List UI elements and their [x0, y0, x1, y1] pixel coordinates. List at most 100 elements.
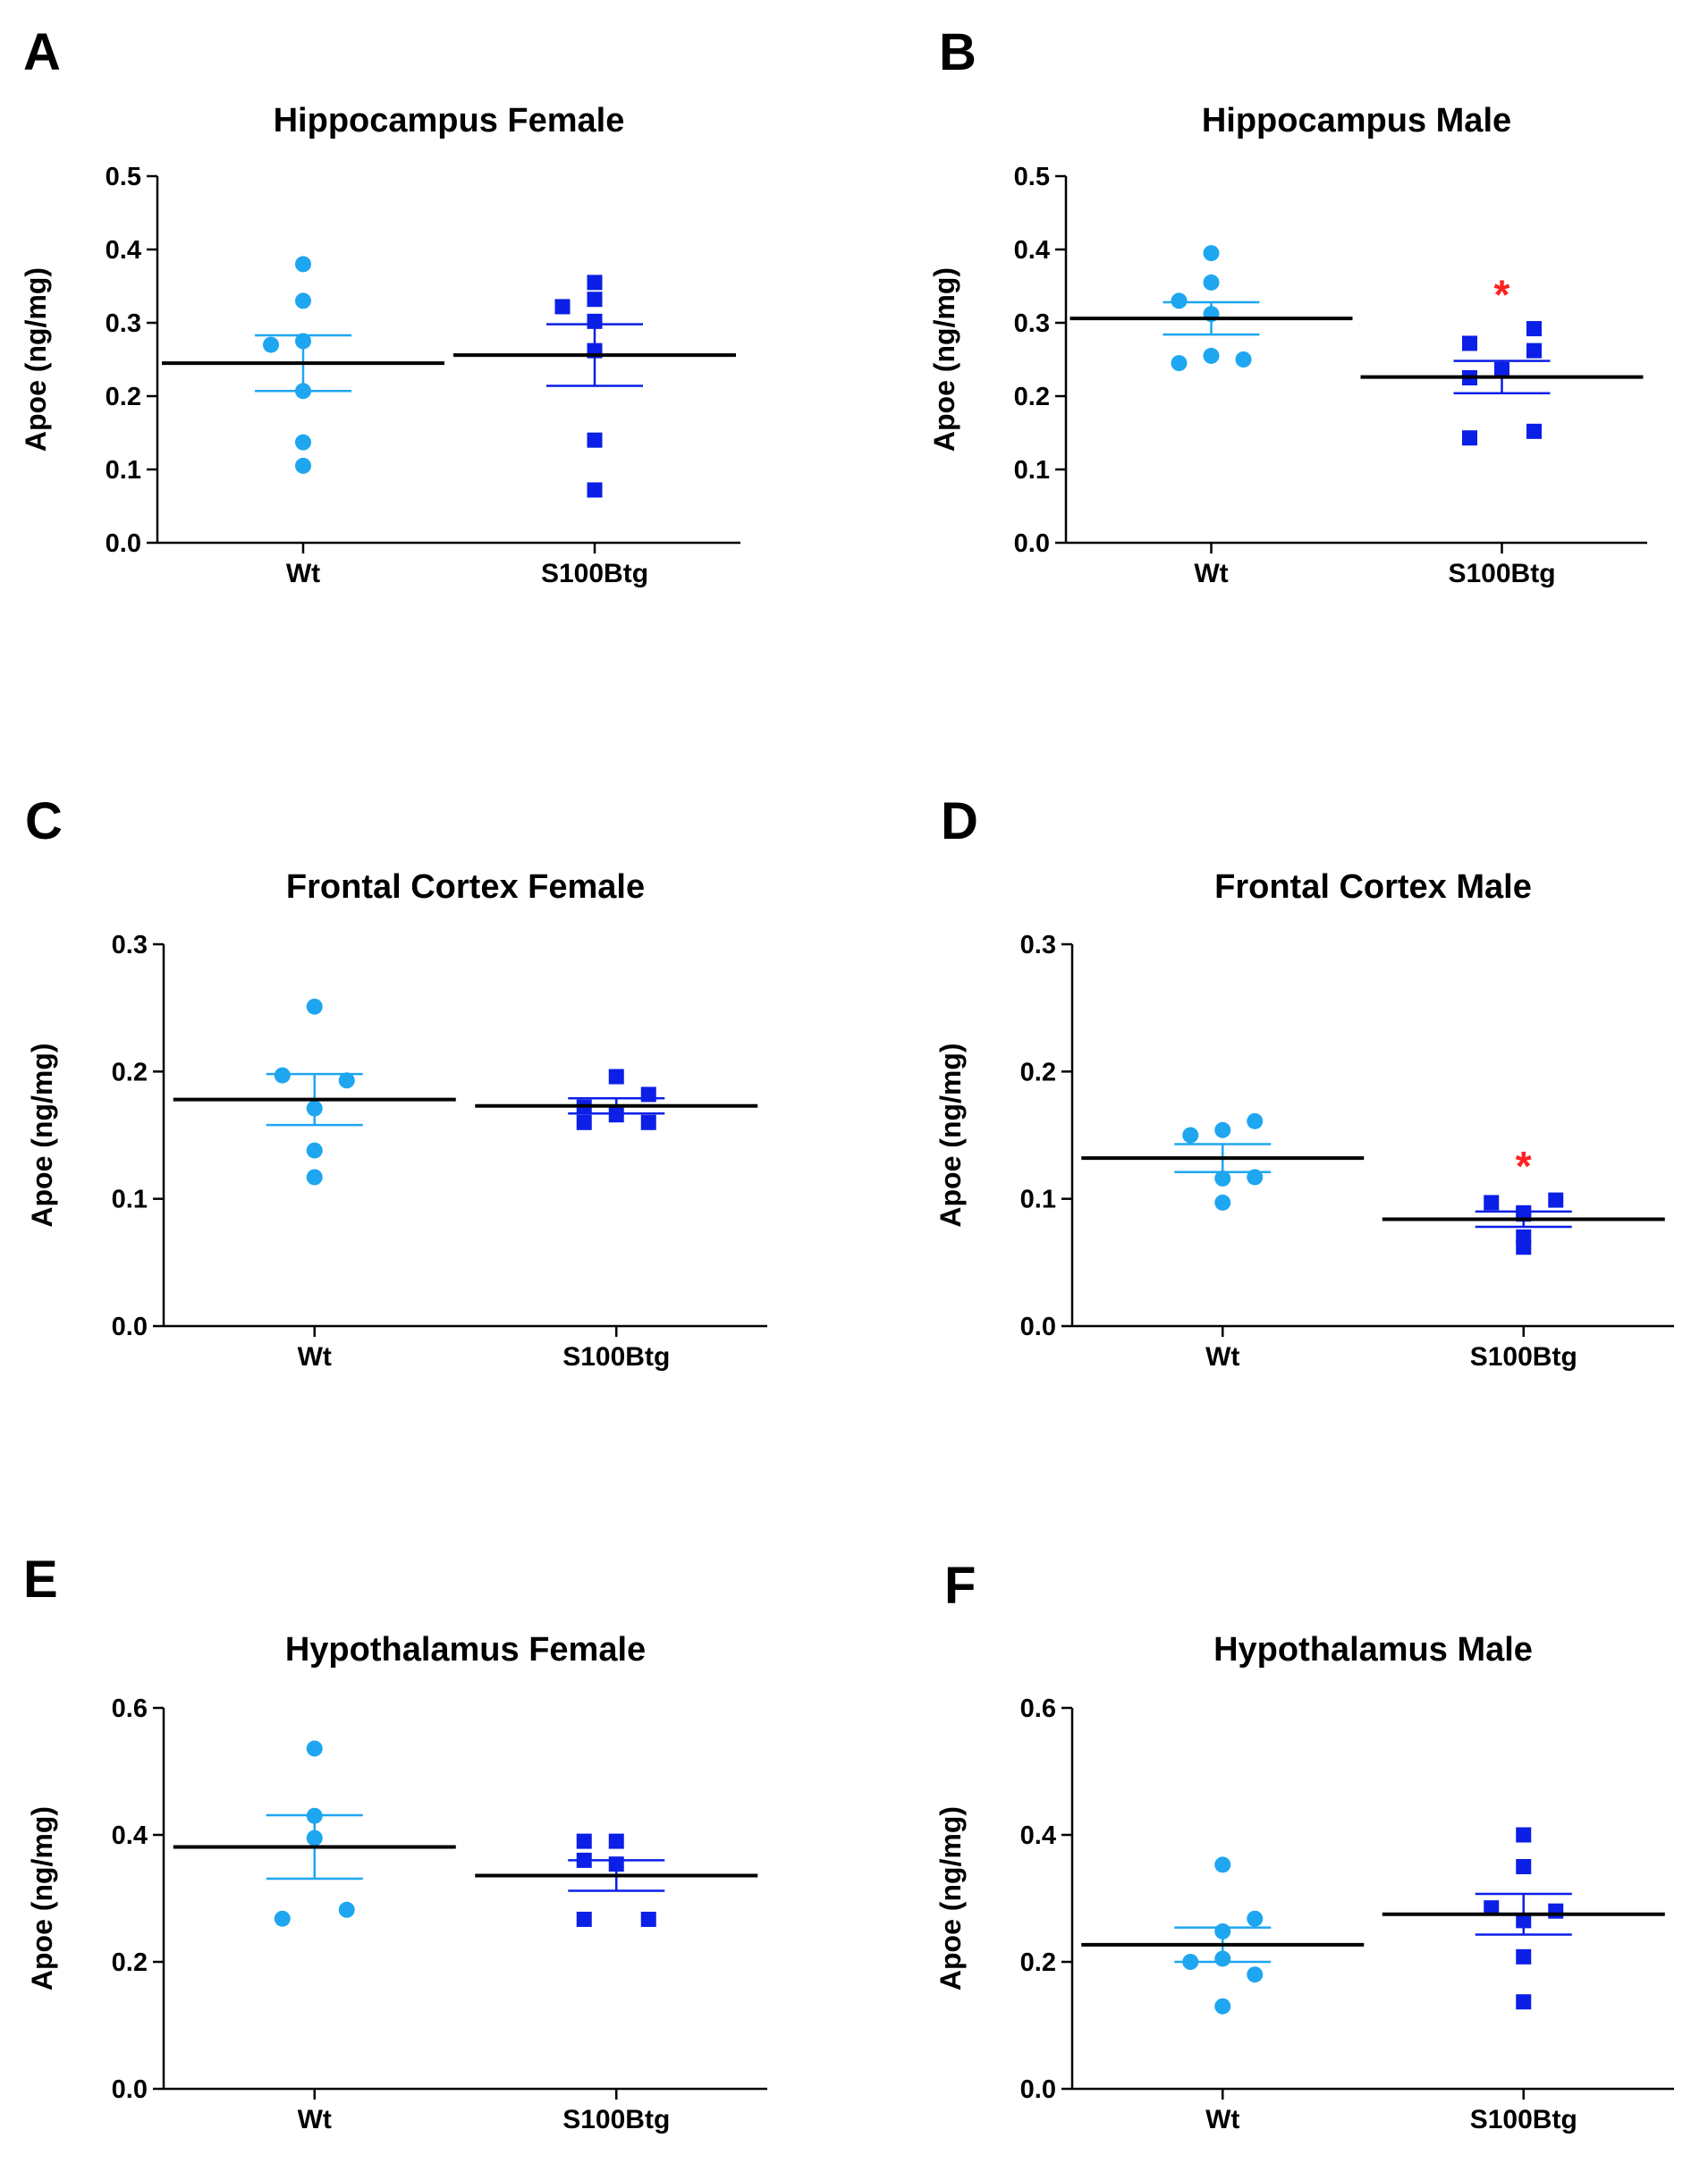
y-tick-label: 0.2	[112, 1948, 148, 1977]
data-point	[1203, 347, 1220, 364]
y-axis-title: Apoe (ng/mg)	[934, 1806, 967, 1990]
data-point	[1516, 1239, 1532, 1255]
significance-asterisk: *	[1516, 1143, 1532, 1189]
y-tick-label: 0.5	[106, 163, 141, 191]
data-point	[576, 1911, 592, 1927]
y-tick-label: 0.1	[106, 456, 141, 485]
x-tick-label: Wt	[1205, 1342, 1239, 1372]
data-point	[1516, 1948, 1532, 1965]
chart-title: Hypothalamus Male	[1213, 1631, 1533, 1669]
data-point	[295, 256, 311, 273]
data-point	[1462, 430, 1477, 446]
y-axis-title: Apoe (ng/mg)	[26, 1806, 58, 1990]
y-axis-title: Apoe (ng/mg)	[20, 267, 52, 452]
data-point	[554, 299, 571, 315]
y-tick-label: 0.1	[1020, 1186, 1056, 1214]
data-point	[608, 1069, 624, 1085]
data-point	[1247, 1169, 1264, 1186]
y-tick-label: 0.4	[106, 236, 141, 265]
data-point	[295, 383, 311, 400]
y-tick-label: 0.1	[1014, 456, 1050, 485]
x-tick-label: S100Btg	[562, 1342, 670, 1372]
y-tick-label: 0.2	[1020, 1058, 1056, 1086]
data-point	[1203, 245, 1220, 262]
data-point	[640, 1911, 656, 1927]
data-point	[1548, 1192, 1564, 1208]
data-point	[1214, 1170, 1231, 1187]
data-point	[1516, 1913, 1532, 1929]
y-axis-title: Apoe (ng/mg)	[26, 1043, 58, 1227]
x-tick-label: S100Btg	[562, 2105, 670, 2134]
data-point	[608, 1107, 624, 1123]
y-tick-label: 0.0	[106, 529, 141, 558]
data-point	[306, 1100, 323, 1117]
y-tick-label: 0.6	[1020, 1694, 1056, 1723]
data-point	[1214, 1950, 1231, 1967]
data-point	[263, 336, 279, 353]
x-tick-label: S100Btg	[1470, 2105, 1577, 2134]
series-s100btg: *	[1382, 1143, 1665, 1255]
panel-a: A Hippocampus Female Apoe (ng/mg) 0.0 0.1 0.2…	[20, 23, 740, 588]
y-tick-label: 0.3	[112, 931, 148, 959]
data-point	[576, 1114, 592, 1130]
y-tick-label: 0.0	[1014, 529, 1050, 558]
data-point	[338, 1072, 355, 1089]
series-wt	[162, 256, 444, 474]
data-point	[1484, 1900, 1500, 1916]
chart-title: Frontal Cortex Male	[1214, 868, 1532, 906]
data-point	[1171, 292, 1188, 309]
series-wt	[1070, 245, 1353, 372]
data-point	[1214, 1194, 1231, 1211]
data-point	[1182, 1954, 1199, 1970]
panel-f: F Hypothalamus Male Apoe (ng/mg) 0.0 0.2 0.4 0…	[934, 1557, 1674, 2134]
series-s100btg	[475, 1833, 758, 1927]
x-tick-label: Wt	[298, 1342, 332, 1372]
data-point	[1203, 274, 1220, 291]
y-tick-label: 0.3	[1020, 931, 1056, 959]
data-point	[1484, 1195, 1500, 1211]
data-point	[1171, 355, 1188, 372]
significance-asterisk: *	[1494, 272, 1510, 318]
panel-letter: A	[23, 23, 61, 81]
data-point	[640, 1114, 656, 1130]
data-point	[1526, 423, 1542, 439]
data-point	[295, 333, 311, 350]
data-point	[587, 482, 603, 498]
chart-title: Frontal Cortex Female	[286, 868, 645, 906]
data-point	[1214, 1121, 1231, 1138]
x-tick-label: S100Btg	[1470, 1342, 1577, 1372]
x-tick-label: S100Btg	[1448, 559, 1555, 588]
data-point	[295, 434, 311, 451]
data-point	[274, 1910, 291, 1927]
data-point	[274, 1067, 291, 1084]
y-tick-label: 0.3	[106, 309, 141, 338]
x-tick-label: Wt	[298, 2105, 332, 2134]
data-point	[306, 1807, 323, 1824]
data-point	[306, 1142, 323, 1159]
panel-b: B Hippocampus Male Apoe (ng/mg) 0.0 0.1 0.2 0.…	[928, 23, 1647, 588]
data-point	[608, 1856, 624, 1872]
data-point	[1247, 1966, 1264, 1983]
panel-letter: D	[941, 792, 978, 850]
data-point	[1526, 321, 1542, 337]
data-point	[576, 1833, 592, 1849]
y-tick-label: 0.4	[1020, 1821, 1056, 1850]
data-point	[306, 1830, 323, 1847]
y-tick-label: 0.1	[112, 1186, 148, 1214]
y-tick-label: 0.6	[112, 1694, 148, 1723]
data-point	[587, 432, 603, 448]
y-tick-label: 0.0	[1020, 1313, 1056, 1341]
y-tick-label: 0.2	[106, 383, 141, 411]
data-point	[1247, 1112, 1264, 1129]
panel-letter: F	[944, 1557, 976, 1615]
data-point	[1516, 1859, 1532, 1874]
chart-title: Hippocampus Male	[1202, 102, 1511, 139]
data-point	[1462, 335, 1477, 351]
data-point	[640, 1086, 656, 1103]
series-s100btg: *	[1360, 272, 1644, 446]
data-point	[1214, 1856, 1231, 1873]
y-axis-title: Apoe (ng/mg)	[928, 267, 960, 452]
series-wt	[173, 998, 456, 1186]
data-point	[1235, 351, 1252, 368]
